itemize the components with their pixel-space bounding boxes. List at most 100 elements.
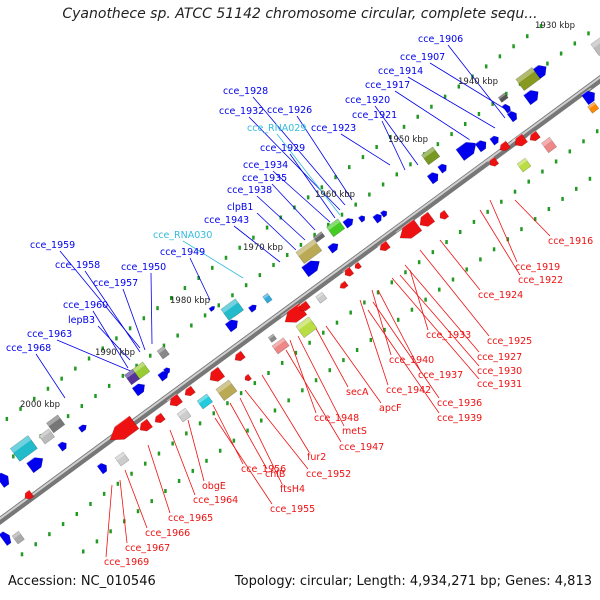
feature-block[interactable]	[124, 368, 140, 386]
gene-label[interactable]: cce_1906	[418, 34, 463, 45]
feature-block[interactable]	[267, 333, 277, 343]
gene-label[interactable]: cce_RNA029	[247, 123, 306, 134]
gene-label[interactable]: cce_1931	[477, 379, 522, 390]
reverse-gene-arrow[interactable]	[242, 373, 252, 382]
gene-label[interactable]: apcF	[379, 403, 402, 414]
gene-label[interactable]: cce_1963	[27, 329, 72, 340]
reverse-gene-arrow[interactable]	[487, 156, 500, 168]
gene-label[interactable]: cce_1937	[418, 370, 463, 381]
feature-block[interactable]	[46, 414, 66, 434]
reverse-gene-arrow[interactable]	[22, 489, 35, 501]
reverse-gene-arrow[interactable]	[232, 350, 246, 363]
reverse-gene-arrow[interactable]	[342, 266, 355, 278]
forward-gene-arrow[interactable]	[26, 453, 46, 474]
reverse-gene-arrow[interactable]	[104, 415, 140, 447]
gene-label[interactable]: lepB3	[68, 315, 95, 326]
gene-label[interactable]: cce_1947	[339, 442, 384, 453]
gene-label[interactable]: clpB1	[227, 202, 253, 213]
gene-label[interactable]: cce_1966	[145, 528, 190, 539]
gene-label[interactable]: metS	[342, 426, 367, 437]
gene-label[interactable]: cce_1935	[242, 173, 287, 184]
reverse-gene-arrow[interactable]	[166, 393, 183, 409]
forward-gene-arrow[interactable]	[501, 102, 513, 115]
reverse-gene-arrow[interactable]	[152, 412, 166, 425]
reverse-gene-arrow[interactable]	[437, 209, 450, 221]
feature-block[interactable]	[541, 136, 557, 154]
feature-block[interactable]	[271, 337, 290, 355]
gene-label[interactable]: cce_1927	[477, 352, 522, 363]
gene-label[interactable]: cce_1948	[314, 413, 359, 424]
forward-gene-arrow[interactable]	[77, 422, 88, 433]
forward-gene-arrow[interactable]	[224, 316, 241, 333]
forward-gene-arrow[interactable]	[131, 380, 148, 397]
forward-gene-arrow[interactable]	[327, 240, 341, 254]
gene-label[interactable]: cce_1940	[389, 355, 434, 366]
gene-label[interactable]: cce_1922	[518, 275, 563, 286]
feature-block[interactable]	[156, 345, 170, 360]
forward-gene-arrow[interactable]	[0, 470, 12, 488]
reverse-gene-arrow[interactable]	[527, 130, 541, 143]
gene-label[interactable]: cce_1949	[160, 247, 205, 258]
gene-label[interactable]: cce_1960	[63, 300, 108, 311]
forward-gene-arrow[interactable]	[208, 304, 216, 312]
feature-block[interactable]	[196, 393, 213, 410]
gene-label[interactable]: ftsH4	[280, 484, 305, 495]
feature-block[interactable]	[38, 428, 55, 445]
gene-label[interactable]: cce_1924	[478, 290, 523, 301]
circular-genome-map[interactable]: 1930 kbp 1940 kbp 1950 kbp 1960 kbp 1970 kbp…	[0, 0, 600, 570]
feature-block[interactable]	[515, 67, 541, 91]
gene-label[interactable]: cce_1923	[311, 123, 356, 134]
forward-gene-arrow[interactable]	[379, 208, 388, 218]
gene-label[interactable]: cce_1943	[204, 215, 249, 226]
feature-block[interactable]	[590, 36, 600, 56]
reverse-gene-arrow[interactable]	[297, 300, 311, 313]
reverse-gene-arrow[interactable]	[206, 366, 226, 385]
forward-gene-arrow[interactable]	[357, 213, 366, 223]
gene-label[interactable]: secA	[346, 387, 369, 398]
gene-label[interactable]: cce_1939	[437, 413, 482, 424]
feature-block[interactable]	[220, 298, 244, 321]
gene-label[interactable]: cce_1921	[352, 110, 397, 121]
forward-gene-arrow[interactable]	[581, 87, 598, 106]
feature-block[interactable]	[215, 379, 238, 401]
gene-label[interactable]: cce_1933	[426, 330, 471, 341]
gene-label[interactable]: cce_RNA030	[153, 230, 212, 241]
forward-gene-arrow[interactable]	[57, 439, 69, 452]
gene-label[interactable]: cce_1967	[125, 543, 170, 554]
reverse-gene-arrow[interactable]	[182, 385, 196, 398]
forward-gene-arrow[interactable]	[426, 169, 441, 185]
gene-label[interactable]: cce_1929	[260, 143, 305, 154]
gene-label[interactable]: cce_1932	[219, 106, 264, 117]
forward-gene-arrow[interactable]	[489, 133, 501, 146]
gene-label[interactable]: cce_1928	[223, 86, 268, 97]
feature-block[interactable]	[497, 92, 509, 103]
gene-label[interactable]: cce_1925	[487, 336, 532, 347]
forward-gene-arrow[interactable]	[0, 529, 14, 546]
feature-block[interactable]	[312, 231, 326, 243]
reverse-gene-arrow[interactable]	[511, 133, 528, 149]
gene-label[interactable]: cce_1964	[193, 495, 238, 506]
gene-label[interactable]: cce_1919	[515, 262, 560, 273]
gene-label[interactable]: cce_1936	[437, 398, 482, 409]
gene-label[interactable]: cce_1956	[241, 464, 286, 475]
gene-label[interactable]: cce_1955	[270, 504, 315, 515]
feature-block[interactable]	[421, 146, 441, 166]
forward-gene-arrow[interactable]	[96, 460, 109, 475]
gene-features[interactable]	[0, 36, 600, 546]
gene-label[interactable]: cce_1930	[477, 366, 522, 377]
reverse-gene-arrow[interactable]	[136, 418, 153, 434]
gene-label[interactable]: cce_1950	[121, 262, 166, 273]
forward-gene-arrow[interactable]	[301, 256, 323, 278]
reverse-gene-arrow[interactable]	[416, 211, 436, 230]
feature-block[interactable]	[315, 291, 328, 304]
feature-block[interactable]	[295, 316, 318, 338]
feature-block[interactable]	[587, 101, 600, 114]
reverse-gene-arrow[interactable]	[497, 140, 511, 153]
forward-gene-arrow[interactable]	[506, 108, 519, 123]
reverse-gene-arrow[interactable]	[352, 261, 362, 270]
gene-label[interactable]: cce_1952	[306, 469, 351, 480]
feature-block[interactable]	[9, 435, 38, 462]
reverse-gene-arrow[interactable]	[337, 280, 349, 291]
reverse-gene-arrow[interactable]	[377, 240, 391, 253]
gene-label[interactable]: cce_1938	[227, 185, 272, 196]
